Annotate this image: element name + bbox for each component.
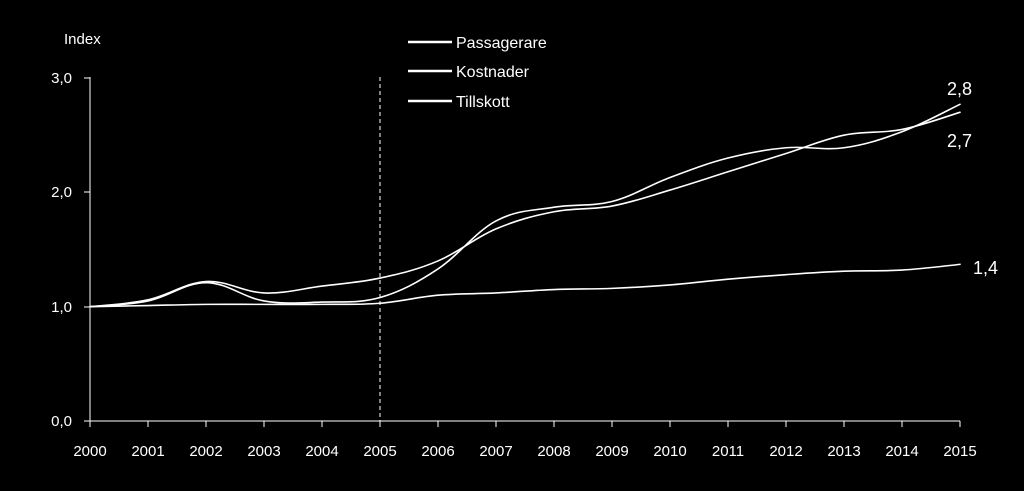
x-tick-label: 2005 bbox=[363, 443, 396, 460]
series-line-passagerare bbox=[89, 111, 961, 308]
y-axis-title: Index bbox=[64, 31, 101, 48]
y-tick-label: 0,0 bbox=[51, 413, 72, 430]
x-tick-label: 2007 bbox=[479, 443, 512, 460]
x-tick-labels: 2000 2001 2002 2003 2004 2005 2006 2007 2008 2009… bbox=[73, 421, 977, 460]
x-tick-label: 2009 bbox=[595, 443, 628, 460]
x-tick-label: 2014 bbox=[885, 443, 918, 460]
y-tick-label: 1,0 bbox=[51, 299, 72, 316]
x-tick-label: 2002 bbox=[189, 443, 222, 460]
x-tick-label: 2012 bbox=[769, 443, 802, 460]
x-tick-label: 2015 bbox=[943, 443, 976, 460]
y-tick-label: 2,0 bbox=[51, 184, 72, 201]
end-label-kostnader: 2,8 bbox=[947, 79, 972, 99]
legend-label-tillskott: Tillskott bbox=[456, 94, 510, 111]
x-tick-label: 2011 bbox=[712, 443, 744, 460]
series-line-tillskott bbox=[89, 263, 961, 308]
x-tick-label: 2013 bbox=[827, 443, 860, 460]
series-line-kostnader bbox=[89, 103, 961, 308]
x-tick-label: 2001 bbox=[131, 443, 164, 460]
legend-label-kostnader: Kostnader bbox=[456, 64, 530, 81]
end-label-tillskott: 1,4 bbox=[973, 258, 998, 278]
legend: Passagerare Kostnader Tillskott bbox=[408, 35, 547, 111]
legend-label-passagerare: Passagerare bbox=[456, 35, 547, 52]
x-tick-label: 2008 bbox=[537, 443, 570, 460]
x-tick-label: 2006 bbox=[421, 443, 454, 460]
x-tick-label: 2010 bbox=[653, 443, 686, 460]
x-tick-label: 2000 bbox=[73, 443, 106, 460]
x-tick-label: 2003 bbox=[247, 443, 280, 460]
end-label-passagerare: 2,7 bbox=[947, 131, 972, 151]
x-tick-label: 2004 bbox=[305, 443, 338, 460]
y-tick-label: 3,0 bbox=[51, 70, 72, 87]
